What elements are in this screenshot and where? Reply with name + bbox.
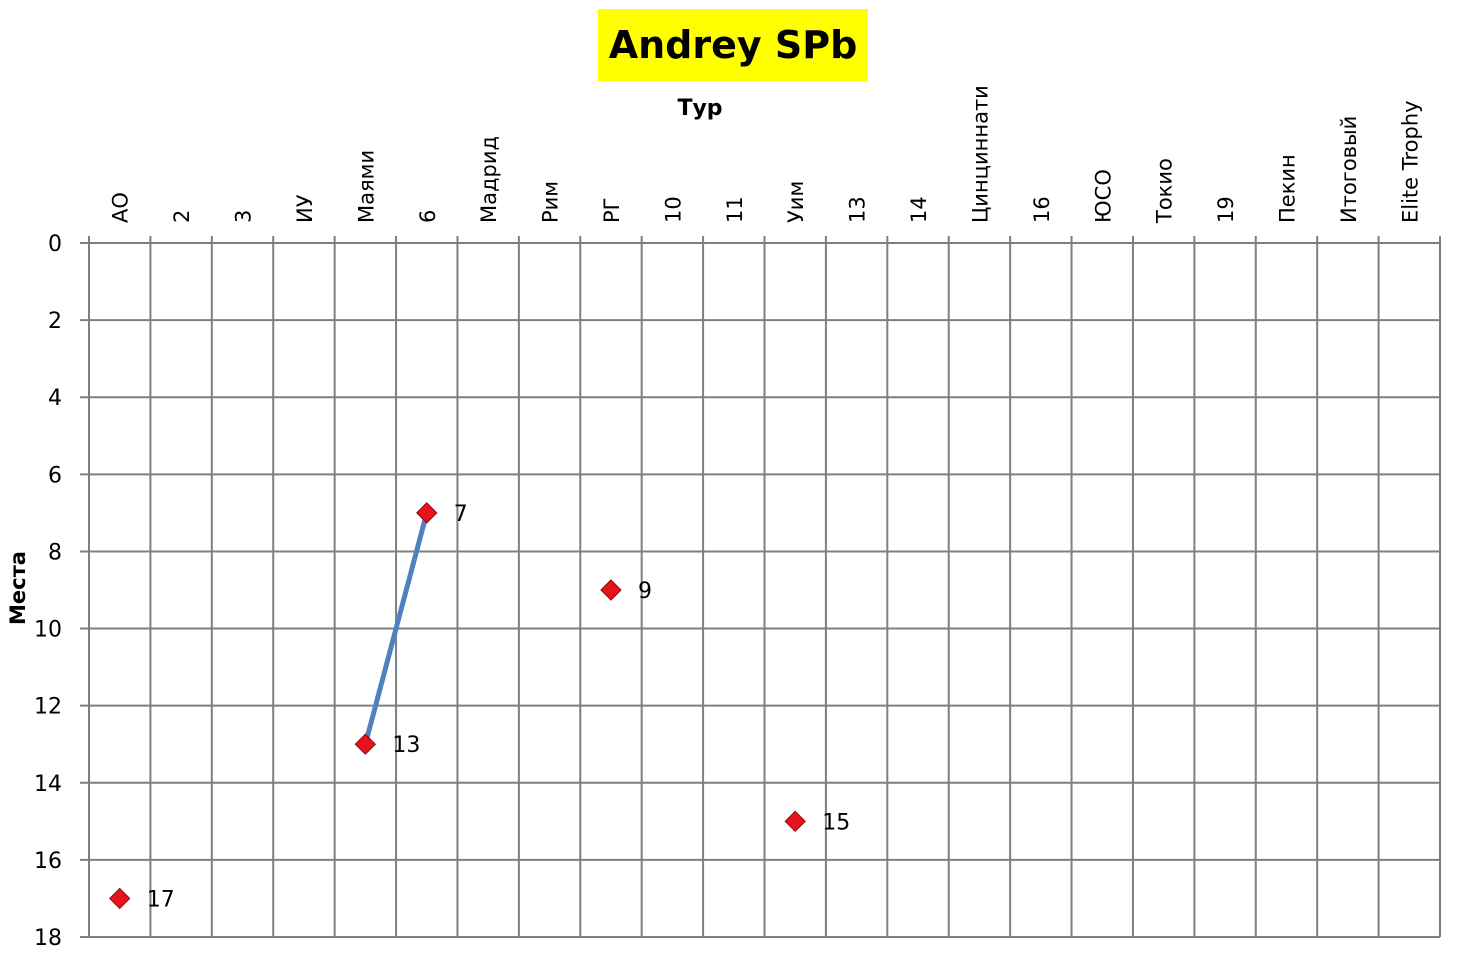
series-line [362, 510, 430, 747]
x-category-label: 11 [723, 196, 747, 223]
x-category-label: Уим [784, 181, 808, 223]
y-tick-label: 14 [34, 772, 62, 797]
y-tick-label: 0 [48, 232, 62, 257]
chart-title: Andrey SPb [608, 23, 858, 67]
x-category-label: Мадрид [477, 136, 501, 223]
data-point-marker [108, 887, 131, 910]
data-point-marker [354, 733, 377, 755]
x-category-label: 14 [907, 196, 931, 223]
x-category-label: Цинциннати [968, 85, 992, 223]
y-tick-label: 10 [34, 618, 62, 643]
x-category-label: 6 [416, 210, 440, 223]
x-category-label: 10 [661, 196, 685, 223]
data-point-marker [600, 579, 622, 601]
data-label: 13 [392, 733, 420, 758]
y-tick-label: 8 [48, 540, 62, 565]
x-category-label: Маями [354, 150, 378, 223]
x-category-label: 19 [1214, 196, 1238, 223]
x-category-label: ЮСО [1091, 169, 1115, 223]
data-label: 15 [822, 810, 850, 835]
x-category-label: 3 [232, 210, 256, 223]
x-category-label: 2 [170, 210, 194, 223]
x-category-label: АО [109, 192, 133, 223]
x-category-label: Пекин [1275, 154, 1299, 223]
x-category-label: Токио [1153, 158, 1177, 224]
x-category-label: РГ [600, 198, 624, 223]
x-category-label: Elite Trophy [1398, 100, 1422, 223]
data-label: 17 [147, 887, 175, 912]
y-tick-label: 6 [48, 463, 62, 488]
y-tick-label: 2 [48, 309, 62, 334]
data-label: 9 [638, 579, 652, 604]
x-category-label: 16 [1030, 196, 1054, 223]
y-tick-label: 18 [34, 926, 62, 951]
x-category-label: Итоговый [1337, 116, 1361, 223]
x-axis-title: Тур [677, 96, 723, 121]
y-tick-label: 16 [34, 849, 62, 874]
x-category-label: ИУ [293, 194, 317, 223]
data-point-marker [416, 502, 438, 524]
x-category-label: Рим [539, 181, 563, 223]
x-category-label: 13 [846, 196, 870, 223]
data-point-marker [784, 810, 806, 833]
data-label: 7 [454, 502, 468, 527]
y-tick-label: 4 [48, 386, 62, 411]
y-tick-label: 12 [34, 695, 62, 720]
title-highlight [598, 9, 868, 81]
